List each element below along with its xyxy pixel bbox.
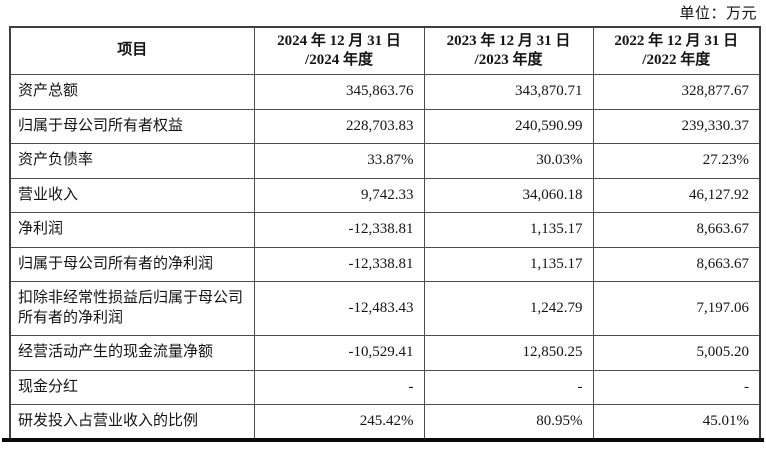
value-2024: -12,338.81 bbox=[253, 246, 425, 282]
table-row: 经营活动产生的现金流量净额 -10,529.41 12,850.25 5,005… bbox=[9, 335, 761, 371]
table-row: 营业收入 9,742.33 34,060.18 46,127.92 bbox=[9, 177, 761, 213]
bottom-divider-rule bbox=[2, 438, 764, 442]
value-2023: 1,135.17 bbox=[423, 246, 594, 282]
header-2022: 2022 年 12 月 31 日 /2022 年度 bbox=[592, 26, 761, 75]
value-2022: 328,877.67 bbox=[592, 74, 761, 110]
value-2022: 45.01% bbox=[592, 404, 761, 440]
value-2024: 33.87% bbox=[253, 143, 425, 179]
row-label: 现金分红 bbox=[9, 369, 255, 405]
value-2023: 34,060.18 bbox=[423, 177, 594, 213]
header-2024: 2024 年 12 月 31 日 /2024 年度 bbox=[253, 26, 425, 75]
table-row: 研发投入占营业收入的比例 245.42% 80.95% 45.01% bbox=[9, 404, 761, 440]
value-2022: 7,197.06 bbox=[592, 281, 761, 336]
value-2023: 12,850.25 bbox=[423, 335, 594, 371]
table-row: 净利润 -12,338.81 1,135.17 8,663.67 bbox=[9, 212, 761, 248]
table-header-row: 项目 2024 年 12 月 31 日 /2024 年度 2023 年 12 月… bbox=[9, 26, 761, 75]
value-2024: 345,863.76 bbox=[253, 74, 425, 110]
value-2024: 245.42% bbox=[253, 404, 425, 440]
value-2024: -12,338.81 bbox=[253, 212, 425, 248]
unit-label: 单位：万元 bbox=[679, 6, 757, 22]
financial-summary-table: 项目 2024 年 12 月 31 日 /2024 年度 2023 年 12 月… bbox=[9, 26, 761, 441]
table-row: 扣除非经常性损益后归属于母公司所有者的净利润 -12,483.43 1,242.… bbox=[9, 281, 761, 336]
value-2024: 9,742.33 bbox=[253, 177, 425, 213]
row-label: 资产总额 bbox=[9, 74, 255, 110]
value-2022: 46,127.92 bbox=[592, 177, 761, 213]
row-label: 研发投入占营业收入的比例 bbox=[9, 404, 255, 440]
value-2024: -12,483.43 bbox=[253, 281, 425, 336]
value-2022: 5,005.20 bbox=[592, 335, 761, 371]
table-row: 归属于母公司所有者权益 228,703.83 240,590.99 239,33… bbox=[9, 108, 761, 144]
table-row: 资产负债率 33.87% 30.03% 27.23% bbox=[9, 143, 761, 179]
table-row: 现金分红 - - - bbox=[9, 369, 761, 405]
row-label: 扣除非经常性损益后归属于母公司所有者的净利润 bbox=[9, 281, 255, 336]
row-label: 归属于母公司所有者的净利润 bbox=[9, 246, 255, 282]
row-label: 资产负债率 bbox=[9, 143, 255, 179]
value-2024: -10,529.41 bbox=[253, 335, 425, 371]
header-item: 项目 bbox=[9, 26, 255, 75]
value-2022: 27.23% bbox=[592, 143, 761, 179]
value-2023: 343,870.71 bbox=[423, 74, 594, 110]
value-2023: 80.95% bbox=[423, 404, 594, 440]
value-2024: 228,703.83 bbox=[253, 108, 425, 144]
header-2023: 2023 年 12 月 31 日 /2023 年度 bbox=[423, 26, 594, 75]
value-2023: 240,590.99 bbox=[423, 108, 594, 144]
row-label: 营业收入 bbox=[9, 177, 255, 213]
table-row: 归属于母公司所有者的净利润 -12,338.81 1,135.17 8,663.… bbox=[9, 246, 761, 282]
row-label: 归属于母公司所有者权益 bbox=[9, 108, 255, 144]
table-row: 资产总额 345,863.76 343,870.71 328,877.67 bbox=[9, 74, 761, 110]
value-2023: 1,242.79 bbox=[423, 281, 594, 336]
value-2022: 239,330.37 bbox=[592, 108, 761, 144]
row-label: 净利润 bbox=[9, 212, 255, 248]
value-2022: 8,663.67 bbox=[592, 212, 761, 248]
value-2022: - bbox=[592, 369, 761, 405]
value-2024: - bbox=[253, 369, 425, 405]
row-label: 经营活动产生的现金流量净额 bbox=[9, 335, 255, 371]
value-2022: 8,663.67 bbox=[592, 246, 761, 282]
value-2023: 30.03% bbox=[423, 143, 594, 179]
value-2023: 1,135.17 bbox=[423, 212, 594, 248]
value-2023: - bbox=[423, 369, 594, 405]
